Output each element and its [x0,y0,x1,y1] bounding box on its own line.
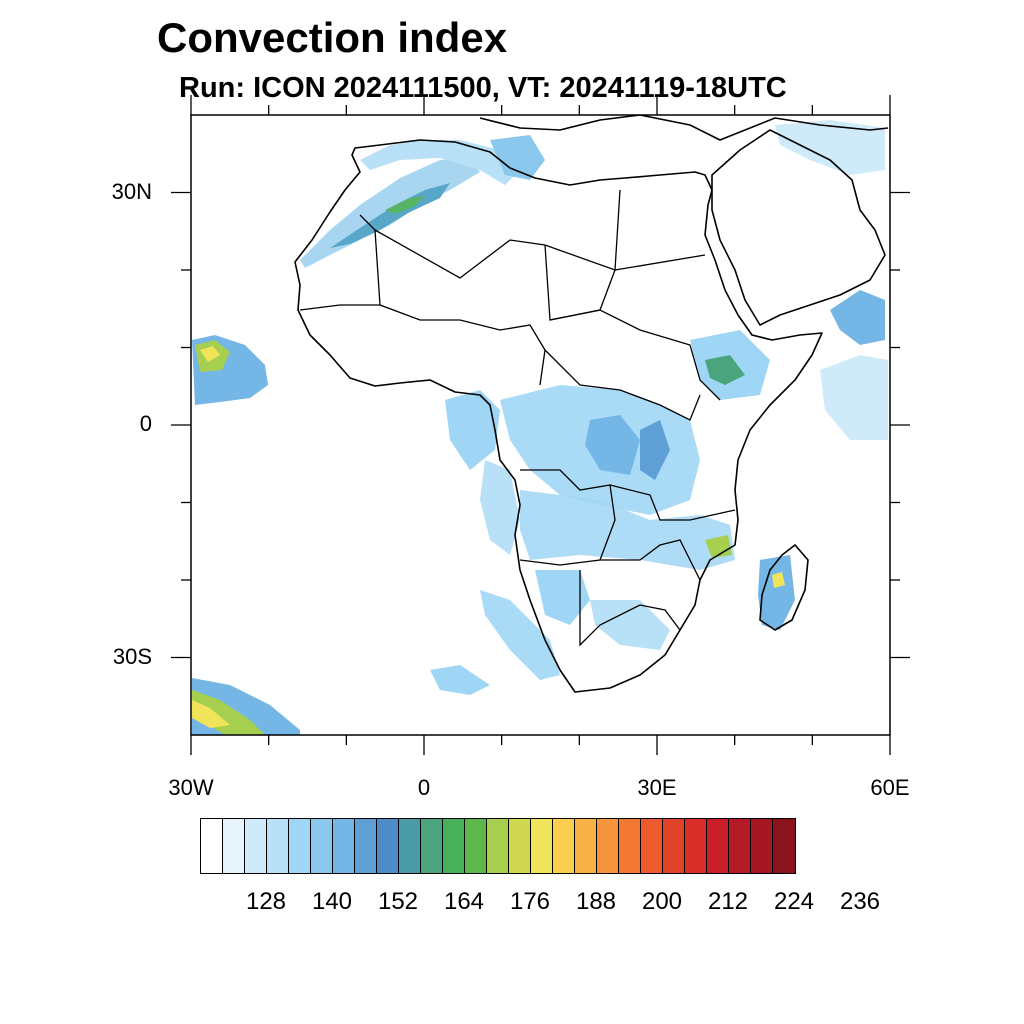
colorbar-swatch [487,819,509,873]
colorbar-swatch [553,819,575,873]
colorbar-swatch [531,819,553,873]
colorbar-swatch [729,819,751,873]
country-borders [299,189,736,647]
colorbar-label: 152 [377,888,419,915]
convection-area-namibia [535,570,590,625]
colorbar-swatch [465,819,487,873]
arabia-coastline [711,129,886,326]
colorbar-swatch [245,819,267,873]
colorbar-swatch [333,819,355,873]
colorbar-swatch [509,819,531,873]
convection-area-arabia-north [775,120,885,175]
colorbar-swatch [311,819,333,873]
plot-subtitle: Run: ICON 2024111500, VT: 20241119-18UTC [179,72,787,104]
colorbar-swatch [751,819,773,873]
colorbar-label: 224 [773,888,815,915]
colorbar-swatch [685,819,707,873]
colorbar-label: 188 [575,888,617,915]
lat-tick-label: 0 [139,411,152,436]
convection-core-central-africa [585,415,640,475]
lon-tick-label: 30W [168,775,214,800]
colorbar [200,818,796,874]
convection-area-arabian-sea [830,290,885,345]
lon-tick-label: 60E [870,775,910,800]
mediterranean-north-coast [479,115,889,141]
convection-area-south-atlantic [430,665,490,695]
lon-tick-label: 30E [637,775,677,800]
axis-ticks [171,95,910,755]
convection-area-angola-coast [480,460,520,555]
lon-tick-label: 0 [417,775,431,800]
convection-area-northeast [490,135,545,180]
colorbar-label: 200 [641,888,683,915]
colorbar-swatch [619,819,641,873]
lat-tick-label: 30N [111,178,152,204]
colorbar-swatch [597,819,619,873]
convection-core-lakes [640,420,670,480]
lat-tick-label: 30S [112,643,152,669]
colorbar-label: 140 [311,888,353,915]
convection-area-madagascar [758,555,795,630]
colorbar-swatch [575,819,597,873]
convection-peak-north-africa [385,196,425,214]
convection-area-mediterranean [360,140,520,185]
colorbar-swatch [267,819,289,873]
colorbar-swatch [641,819,663,873]
colorbar-swatch [377,819,399,873]
colorbar-label: 236 [839,888,881,915]
convection-core-east-africa [705,355,745,385]
convection-field [192,120,888,735]
convection-area-south-africa [590,600,670,650]
colorbar-swatch [421,819,443,873]
coastlines [294,115,889,693]
africa-coastline [294,139,823,693]
colorbar-swatch [289,819,311,873]
convection-peak-southwest [192,700,230,728]
colorbar-label: 212 [707,888,749,915]
colorbar-label: 176 [509,888,551,915]
colorbar-swatch [773,819,795,873]
colorbar-swatch [223,819,245,873]
convection-area-indian-ocean-1 [820,355,888,440]
colorbar-label: 128 [245,888,287,915]
convection-core-madagascar [772,572,785,588]
colorbar-swatch [355,819,377,873]
madagascar-coastline [759,544,809,631]
colorbar-swatch [201,819,223,873]
convection-peak-atlantic-west [200,346,220,362]
plot-title: Convection index [157,14,508,61]
convection-area-gulf-guinea [445,390,500,470]
colorbar-swatch [399,819,421,873]
colorbar-swatch [707,819,729,873]
colorbar-label: 164 [443,888,485,915]
colorbar-swatch [443,819,465,873]
convection-core-mozambique [705,535,732,558]
colorbar-swatch [663,819,685,873]
convection-area-cape-sea [480,590,560,680]
convection-area-southern-central [520,490,735,570]
